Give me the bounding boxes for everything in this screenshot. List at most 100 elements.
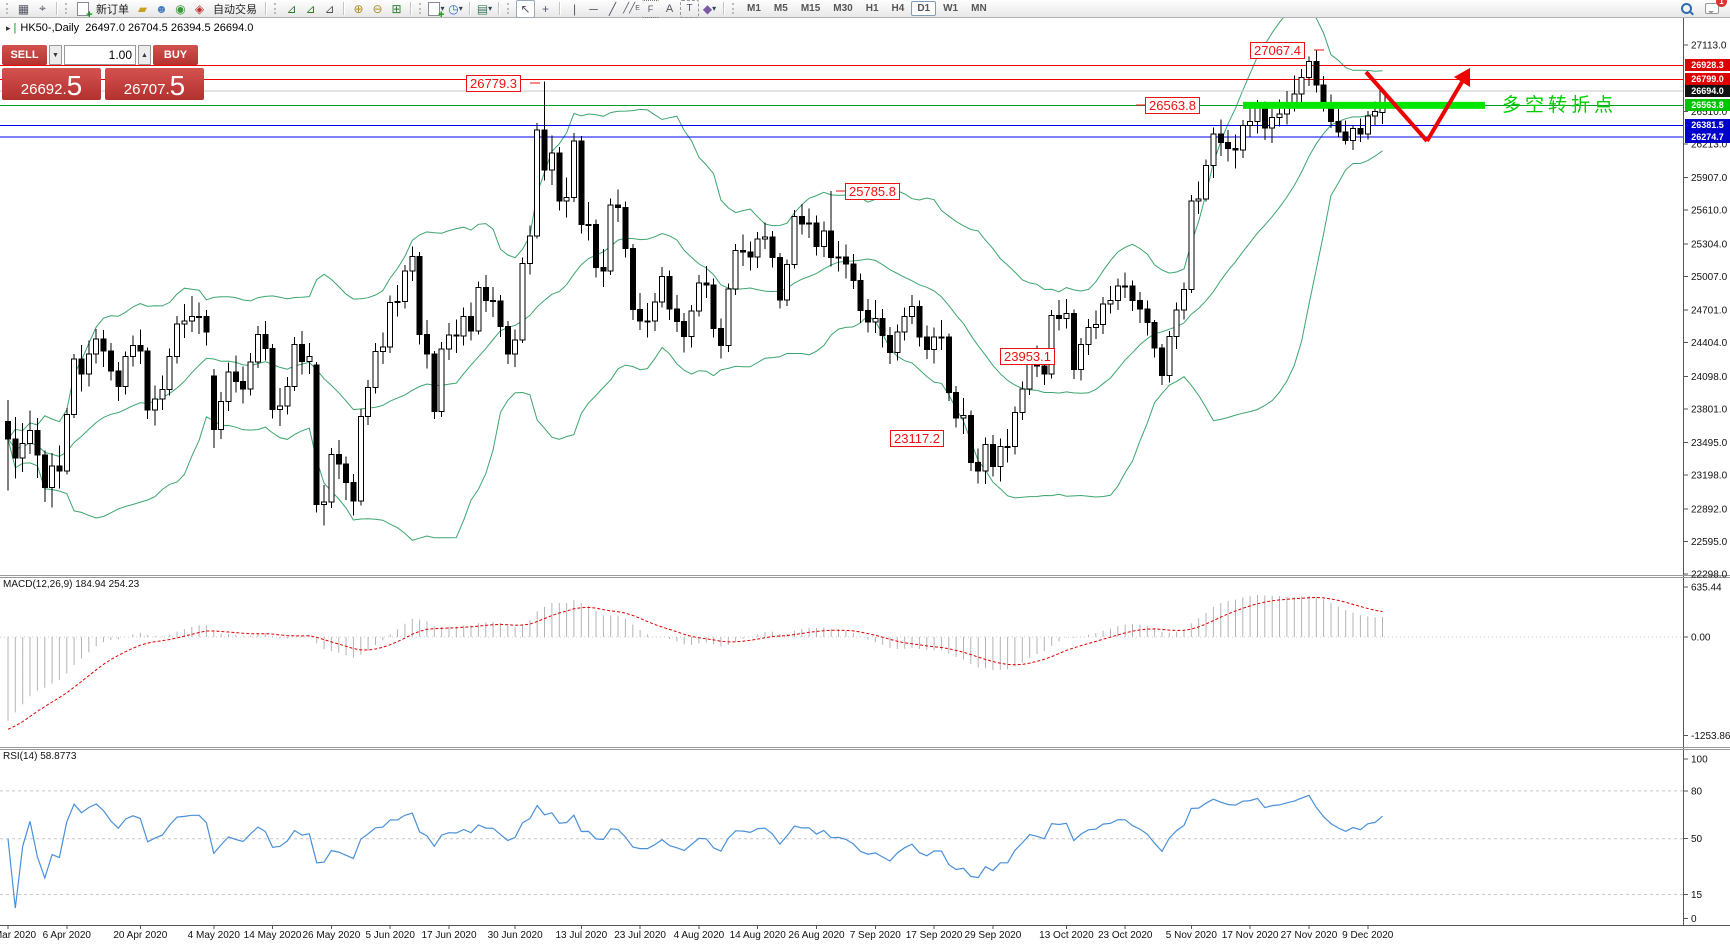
text-label-icon[interactable]: T xyxy=(680,0,699,18)
toolbar-grip[interactable] xyxy=(507,3,512,14)
timeframe-button-h1[interactable]: H1 xyxy=(865,3,879,14)
chart-window-icon[interactable]: ▦ xyxy=(17,1,30,16)
timeframe-button-d1[interactable]: D1 xyxy=(911,1,937,16)
horizontal-line-icon[interactable]: ─ xyxy=(589,1,598,16)
arrows-icon[interactable]: ◆ ▾ xyxy=(702,1,717,16)
objects-list-icon[interactable]: ⊿ xyxy=(324,1,335,16)
candle xyxy=(1004,429,1011,463)
new-chart-icon[interactable]: ▾ xyxy=(428,1,445,21)
candle xyxy=(497,295,504,338)
date-label: 27 Nov 2020 xyxy=(1281,930,1338,941)
toolbar-grip[interactable] xyxy=(732,3,737,14)
timeframe-button-m30[interactable]: M30 xyxy=(833,3,853,14)
trend-arrow-down xyxy=(1364,70,1429,143)
toolbar-grip[interactable] xyxy=(6,3,11,14)
buy-button[interactable]: BUY xyxy=(153,45,198,65)
volume-increase-button[interactable]: ▲ xyxy=(138,45,151,65)
timeframe-button-m15[interactable]: M15 xyxy=(800,3,821,14)
candle xyxy=(975,448,982,484)
timeframe-button-m1[interactable]: M1 xyxy=(747,3,761,14)
candle xyxy=(982,437,989,485)
toolbar-grip[interactable] xyxy=(65,3,70,14)
price-callout: 26563.8 xyxy=(1145,97,1200,114)
timeframe-button-w1[interactable]: W1 xyxy=(943,3,959,14)
candle xyxy=(681,313,688,353)
candle xyxy=(93,329,100,364)
candle xyxy=(1232,134,1239,169)
timeframe-button-mn[interactable]: MN xyxy=(971,3,987,14)
candle xyxy=(637,292,644,331)
toolbar-separator xyxy=(498,2,500,15)
volume-input[interactable] xyxy=(64,45,136,65)
navigator-icon[interactable]: ◉ xyxy=(175,1,186,16)
chat-icon[interactable]: 1 xyxy=(1703,0,1727,17)
candle xyxy=(1313,50,1320,93)
candle xyxy=(357,409,364,506)
sell-button[interactable]: SELL xyxy=(2,45,47,65)
volume-decrease-button[interactable]: ▼ xyxy=(49,45,62,65)
indicators-icon[interactable]: ⊿ xyxy=(286,1,297,16)
new-order-icon[interactable] xyxy=(74,1,93,21)
candle xyxy=(1092,310,1099,340)
candle xyxy=(1122,272,1129,298)
auto-trading-label[interactable]: 自动交易 xyxy=(213,3,257,16)
date-label: 23 Oct 2020 xyxy=(1098,930,1153,941)
candle xyxy=(379,332,386,365)
candlesticks xyxy=(5,50,1386,526)
macd-tick-label: -1253.86 xyxy=(1691,731,1730,742)
candle xyxy=(784,259,791,306)
ask-price-button[interactable]: 26707. 5 xyxy=(105,68,204,100)
cursor-icon[interactable]: ↖ xyxy=(516,0,535,18)
price-badge: 26563.8 xyxy=(1685,99,1730,112)
date-label: 25 Mar 2020 xyxy=(0,930,37,941)
candle xyxy=(570,133,577,203)
rsi-tick-label: 15 xyxy=(1691,890,1703,901)
notification-badge: 1 xyxy=(1716,0,1727,7)
macd-tick-label: 0.00 xyxy=(1691,633,1711,644)
templates-icon[interactable]: ▤ ▾ xyxy=(476,1,493,16)
date-label: 6 Apr 2020 xyxy=(43,930,92,941)
candle xyxy=(512,329,519,368)
timeframe-button-m5[interactable]: M5 xyxy=(773,3,788,14)
timeframe-button-h4[interactable]: H4 xyxy=(891,3,905,14)
search-icon[interactable] xyxy=(1678,1,1695,17)
period-icon[interactable]: ◷ ▾ xyxy=(448,1,463,16)
profile-icon[interactable]: ⌖ xyxy=(39,1,46,15)
candle xyxy=(122,351,129,395)
rsi-tick-label: 0 xyxy=(1691,914,1697,925)
date-label: 17 Jun 2020 xyxy=(421,930,476,941)
candle xyxy=(1019,381,1026,420)
fibonacci-icon[interactable]: F xyxy=(642,0,659,18)
candle xyxy=(254,326,261,369)
bid-price-button[interactable]: 26692. 5 xyxy=(2,68,101,100)
macd-panel xyxy=(0,594,1683,730)
candle xyxy=(894,324,901,361)
zoom-out-icon[interactable]: ⊖ xyxy=(372,1,383,16)
toolbar-separator xyxy=(265,2,267,15)
trendline-icon[interactable]: ╱ xyxy=(608,1,617,16)
candle xyxy=(416,252,423,345)
toolbar-grip[interactable] xyxy=(419,3,424,14)
indicator-window-icon[interactable]: ⊿ xyxy=(305,1,316,16)
candle xyxy=(1181,282,1187,320)
tile-windows-icon[interactable]: ⊞ xyxy=(391,1,402,16)
equidistant-channel-icon[interactable]: ╱╱ E xyxy=(623,3,640,14)
text-icon[interactable]: A xyxy=(665,2,674,15)
crosshair-icon[interactable]: + xyxy=(541,1,549,16)
vertical-line-icon[interactable]: | xyxy=(572,1,577,16)
candle xyxy=(813,215,820,256)
candle xyxy=(49,453,56,508)
candle xyxy=(666,270,673,320)
auto-trading-icon[interactable]: ◈ xyxy=(194,1,205,16)
toolbar-separator xyxy=(410,2,412,15)
bull-bear-turning-point-note: 多空转折点 xyxy=(1502,95,1618,116)
price-tick-label: 24404.0 xyxy=(1691,338,1728,349)
toolbar-grip[interactable] xyxy=(274,3,279,14)
candle xyxy=(725,283,732,352)
zoom-in-icon[interactable]: ⊕ xyxy=(353,1,364,16)
new-order-label[interactable]: 新订单 xyxy=(96,3,129,16)
timeframe-toolbar: M1 M5 M15 M30 H1 H4 D1 W1 MN xyxy=(741,1,993,16)
data-window-icon[interactable]: ☻ xyxy=(155,1,168,16)
candle xyxy=(695,274,702,317)
market-watch-icon[interactable]: ▰ xyxy=(137,1,148,16)
